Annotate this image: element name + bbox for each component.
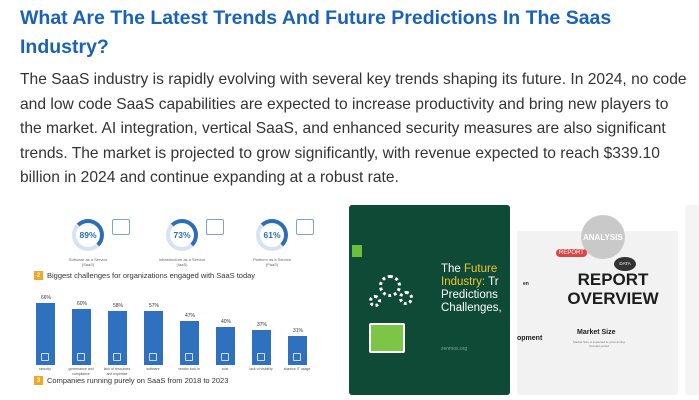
- section-number: 2: [34, 271, 43, 280]
- gear-icon: [369, 295, 381, 307]
- partial-image[interactable]: [685, 205, 699, 395]
- analysis-label: ANALYSIS: [583, 233, 623, 242]
- saas-icon: [112, 219, 130, 235]
- bar-caption: lack of resources and expertise: [103, 367, 131, 376]
- bar-caption: cost: [221, 367, 229, 371]
- data-tag: DATA: [614, 257, 636, 271]
- analysis-circle: [581, 215, 625, 259]
- bar: [72, 309, 91, 365]
- bar-value-label: 40%: [220, 319, 231, 325]
- side-text-left: opment: [517, 335, 543, 342]
- question-title: What Are The Latest Trends And Future Pr…: [20, 7, 612, 58]
- image-gallery: 89% Software as a Service (SaaS) 73% Inf…: [20, 205, 699, 395]
- gauge-caption: Platform as a Service (PaaS): [252, 257, 291, 267]
- bar-caption: security: [38, 367, 52, 371]
- bar-value-label: 57%: [148, 303, 159, 309]
- answer-text: The SaaS industry is rapidly evolving wi…: [20, 71, 687, 186]
- bar-icon: [257, 353, 265, 361]
- paas-icon: [296, 219, 314, 235]
- gauge-saas: 89%: [72, 219, 104, 251]
- report-overview-title: REPORT OVERVIEW: [567, 270, 659, 308]
- section-title: Companies running purely on SaaS from 20…: [47, 376, 229, 385]
- bar: [216, 327, 235, 365]
- gauge-iaas: 73%: [166, 219, 198, 251]
- bar: [288, 336, 307, 365]
- answer-block: What Are The Latest Trends And Future Pr…: [20, 0, 690, 191]
- bar-caption: governance and compliance: [68, 367, 94, 376]
- section-title: Biggest challenges for organizations eng…: [47, 271, 256, 280]
- bar-value-label: 66%: [40, 295, 51, 301]
- future-industry-image[interactable]: The Future Industry: Tr Predictions Chal…: [349, 205, 510, 395]
- report-overview-image[interactable]: ANALYSIS REPORT DATA en REPORT OVERVIEW …: [517, 205, 678, 395]
- future-industry-text: The Future Industry: Tr Predictions Chal…: [441, 263, 502, 315]
- bar-icon: [221, 353, 229, 361]
- gear-icon: [379, 275, 401, 297]
- bar: [108, 311, 127, 365]
- section-3-heading: 3 Companies running purely on SaaS from …: [34, 376, 228, 385]
- text-line: Predictions: [441, 289, 498, 301]
- bar-caption: vendor lock-in: [178, 367, 200, 371]
- text-highlight: Industry:: [441, 276, 486, 288]
- saas-stats-image[interactable]: 89% Software as a Service (SaaS) 73% Inf…: [20, 205, 336, 395]
- bar-value-label: 60%: [76, 301, 87, 307]
- bar: [252, 330, 271, 365]
- gauge-value: 61%: [263, 230, 281, 240]
- section-number: 3: [34, 376, 43, 385]
- text-part: The: [441, 263, 465, 275]
- gauge-caption: Software as a Service (SaaS): [68, 257, 108, 267]
- bar-caption: lack of visibility: [249, 367, 273, 371]
- bar-icon: [149, 353, 157, 361]
- bar-value-label: 47%: [184, 313, 195, 319]
- bar: [180, 321, 199, 365]
- gauge-value: 73%: [173, 230, 191, 240]
- gauge-row: 89% Software as a Service (SaaS) 73% Inf…: [20, 211, 336, 271]
- side-text-top: en: [523, 281, 529, 287]
- text-part: Tr: [485, 276, 499, 288]
- bar-value-label: 31%: [292, 328, 303, 334]
- bar-icon: [77, 353, 85, 361]
- bar-caption: software: [146, 367, 160, 371]
- gauge-caption: Infrastructure as a Service (IaaS): [158, 257, 206, 267]
- bar-icon: [185, 353, 193, 361]
- bar-value-label: 58%: [112, 303, 123, 309]
- bar: [144, 311, 163, 365]
- gauge-paas: 61%: [256, 219, 288, 251]
- market-size-note: Market Size is expected to grow during f…: [573, 340, 625, 348]
- bar: [36, 303, 55, 365]
- source-url: zenmos.org: [441, 346, 468, 352]
- tag-icon: [352, 245, 362, 257]
- text-line: Challenges,: [441, 302, 502, 314]
- challenges-bar-chart: 66% 60% 58% 57% 47% 40% 37% 31%: [28, 290, 332, 365]
- market-size-label: Market Size: [577, 329, 616, 336]
- bar-value-label: 37%: [256, 322, 267, 328]
- text-highlight: Future: [464, 263, 498, 275]
- report-tag: REPORT: [556, 249, 587, 257]
- gear-icon: [399, 291, 413, 305]
- bar-icon: [113, 353, 121, 361]
- bar-caption: shadow IT usage: [283, 367, 311, 371]
- gauge-value: 89%: [79, 230, 97, 240]
- section-2-heading: 2 Biggest challenges for organizations e…: [34, 271, 255, 280]
- bar-icon: [293, 353, 301, 361]
- bar-icon: [41, 353, 49, 361]
- iaas-icon: [206, 219, 224, 235]
- document-icon: [369, 323, 405, 353]
